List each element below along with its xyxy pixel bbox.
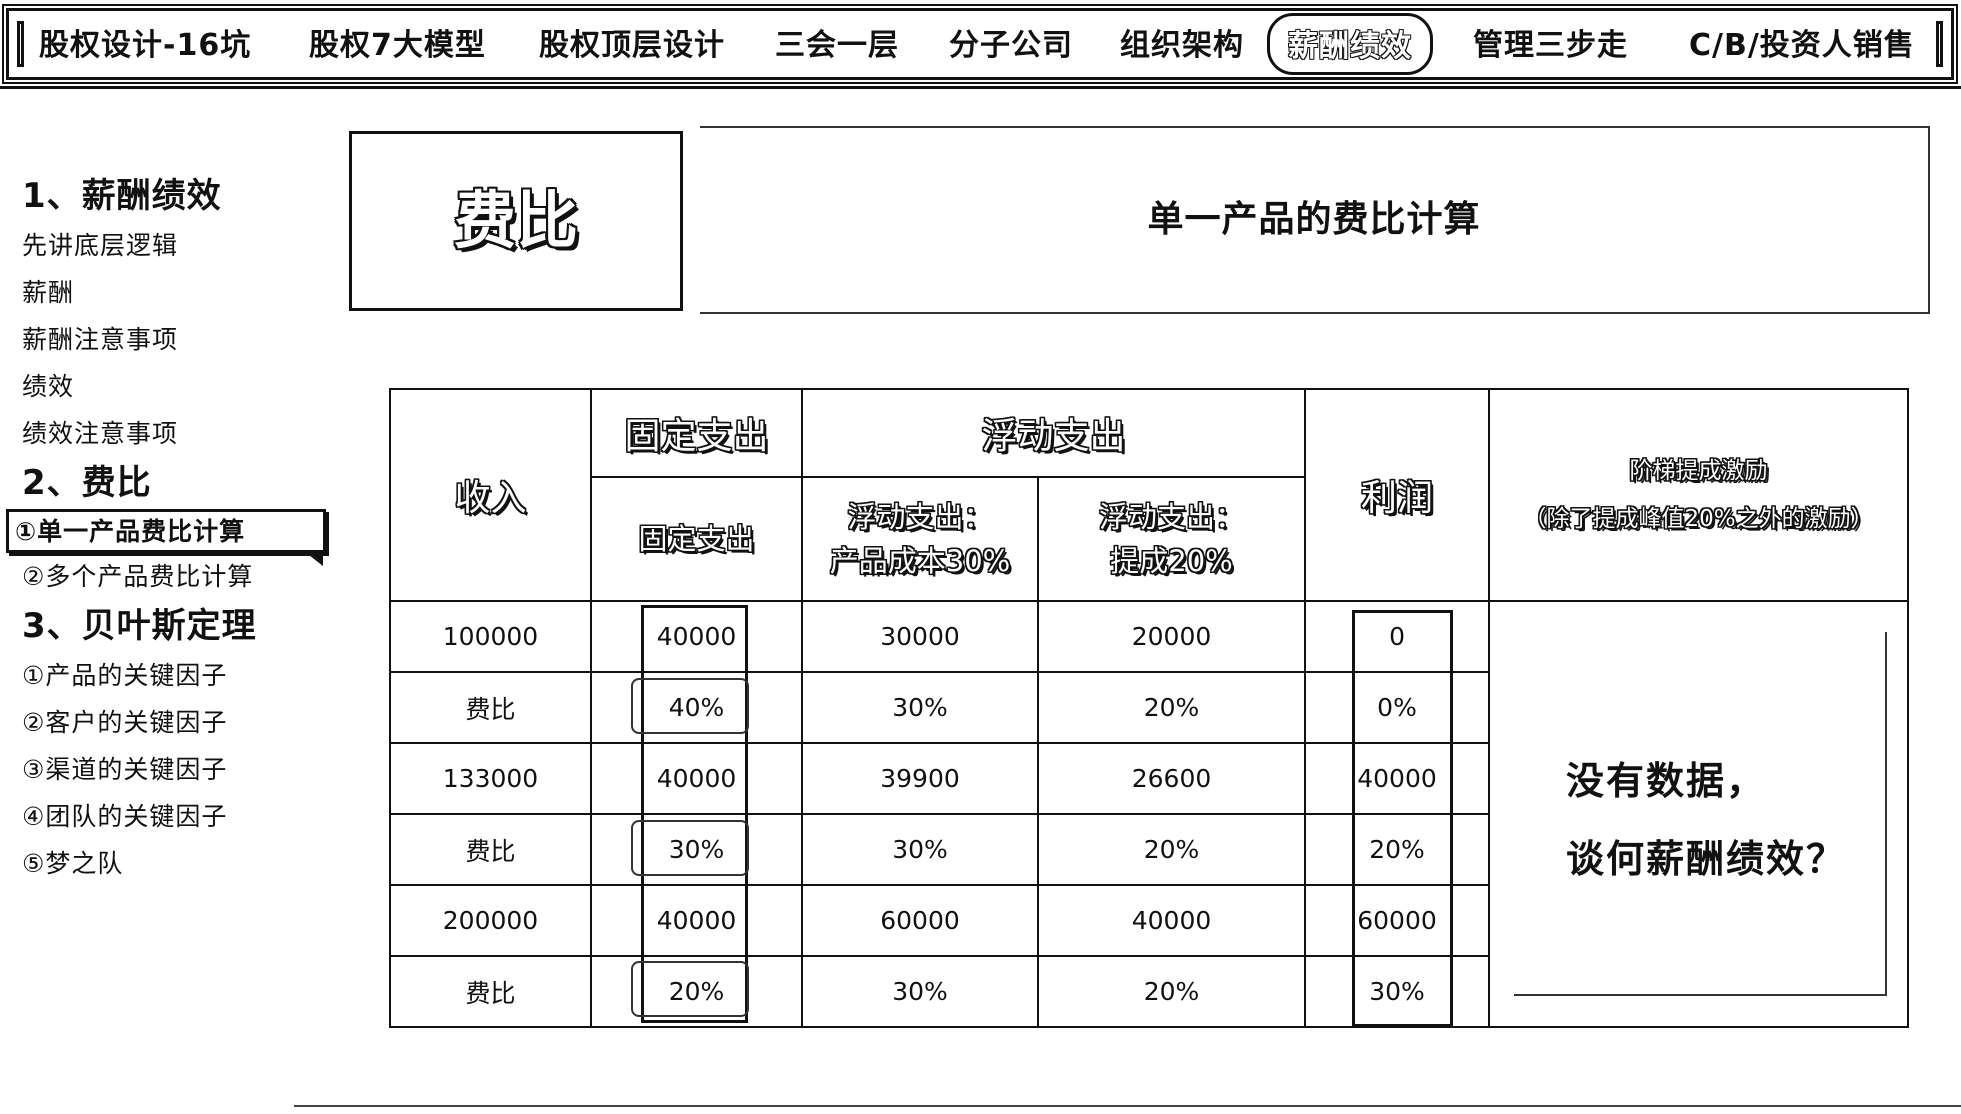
nav-tab-equity-design[interactable]: 股权设计-16坑 <box>39 28 252 63</box>
cell-fixed: 40000 <box>590 742 803 815</box>
sidebar-heading-compensation[interactable]: 1、薪酬绩效 <box>22 176 222 216</box>
cell-commission: 40000 <box>1036 884 1307 957</box>
sidebar-heading-expense-ratio[interactable]: 2、费比 <box>22 463 152 503</box>
header-incentive: 阶梯提成激励 （除了提成峰值20%之外的激励） <box>1488 388 1910 602</box>
nav-tab-sales[interactable]: C/B/投资人销售 <box>1689 28 1915 63</box>
sidebar-item-dream-team[interactable]: ⑤梦之队 <box>22 849 124 878</box>
cell-income: 费比 <box>389 813 592 886</box>
page-title: 费比 <box>349 131 683 311</box>
page-subtitle: 单一产品的费比计算 <box>700 126 1930 314</box>
sidebar-item-product-factor[interactable]: ①产品的关键因子 <box>22 661 228 690</box>
sidebar-item-multi-product-ratio[interactable]: ②多个产品费比计算 <box>22 562 254 591</box>
sidebar-item-team-factor[interactable]: ④团队的关键因子 <box>22 802 228 831</box>
note-cell: 没有数据， 谈何薪酬绩效？ <box>1488 600 1910 1028</box>
nav-tab-three-meetings[interactable]: 三会一层 <box>775 28 899 63</box>
cell-commission: 20000 <box>1036 600 1307 673</box>
table-row: 100000 40000 30000 20000 0 没有数据， 谈何薪酬绩效？ <box>389 600 1910 1028</box>
sidebar-item-salary-notes[interactable]: 薪酬注意事项 <box>22 325 179 354</box>
note-text: 没有数据， 谈何薪酬绩效？ <box>1566 742 1846 898</box>
header-float-group: 浮动支出 <box>800 388 1307 478</box>
cell-income: 费比 <box>389 671 592 744</box>
header-float-comm-line2: 提成20% <box>1110 544 1233 578</box>
nav-tab-equity-models[interactable]: 股权7大模型 <box>309 28 486 63</box>
cell-profit: 0 <box>1304 600 1491 673</box>
nav-tab-org-structure[interactable]: 组织架构 <box>1120 28 1244 63</box>
header-float-cost-line1: 浮动支出： <box>847 500 993 534</box>
header-incentive-line2: （除了提成峰值20%之外的激励） <box>1523 506 1874 532</box>
header-incentive-line1: 阶梯提成激励 <box>1629 458 1768 484</box>
cell-cost: 39900 <box>801 742 1039 815</box>
header-float-cost: 浮动支出： 产品成本30% <box>801 476 1039 602</box>
header-float-comm: 浮动支出： 提成20% <box>1036 476 1307 602</box>
nav-tab-equity-top-design[interactable]: 股权顶层设计 <box>539 28 725 63</box>
table-row-ratio: 费比 30% 30% 20% 20% <box>389 813 1908 886</box>
note-line-2: 谈何薪酬绩效？ <box>1566 837 1847 881</box>
header-fixed-sub: 固定支出 <box>590 476 803 602</box>
nav-tab-compensation-active[interactable]: 薪酬绩效 <box>1267 13 1433 75</box>
cell-cost: 30% <box>801 955 1039 1028</box>
cell-fixed: 40000 <box>590 600 803 673</box>
sidebar-item-performance-notes[interactable]: 绩效注意事项 <box>22 419 179 448</box>
cell-profit: 30% <box>1304 955 1491 1028</box>
sidebar: 1、薪酬绩效 先讲底层逻辑 薪酬 薪酬注意事项 绩效 绩效注意事项 2、费比 ①… <box>6 170 342 887</box>
cell-fixed: 40% <box>590 671 803 744</box>
cell-fixed: 20% <box>590 955 803 1028</box>
header-float-comm-line1: 浮动支出： <box>1099 500 1245 534</box>
cell-profit: 60000 <box>1304 884 1491 957</box>
sidebar-item-performance[interactable]: 绩效 <box>22 372 75 401</box>
cell-fixed: 40000 <box>590 884 803 957</box>
cell-commission: 26600 <box>1036 742 1307 815</box>
sidebar-item-customer-factor[interactable]: ②客户的关键因子 <box>22 708 228 737</box>
table-row: 133000 40000 39900 26600 40000 <box>389 742 1908 815</box>
header-float-cost-line2: 产品成本30% <box>829 544 1011 578</box>
header-fixed-group: 固定支出 <box>590 388 803 478</box>
cell-income: 100000 <box>389 600 592 673</box>
cell-commission: 20% <box>1036 671 1307 744</box>
sidebar-heading-bayes[interactable]: 3、贝叶斯定理 <box>22 606 257 646</box>
cell-cost: 30% <box>801 813 1039 886</box>
cell-cost: 30% <box>801 671 1039 744</box>
note-line-1: 没有数据， <box>1566 759 1767 803</box>
cell-commission: 20% <box>1036 955 1307 1028</box>
cell-profit: 0% <box>1304 671 1491 744</box>
nav-left-edge <box>17 21 24 67</box>
header-income: 收入 <box>389 388 592 602</box>
cell-cost: 60000 <box>801 884 1039 957</box>
header-profit: 利润 <box>1304 388 1491 602</box>
cell-income: 200000 <box>389 884 592 957</box>
sidebar-item-single-product-ratio[interactable]: ①单一产品费比计算 <box>6 509 326 566</box>
nav-tab-subsidiaries[interactable]: 分子公司 <box>949 28 1073 63</box>
sidebar-item-underlying-logic[interactable]: 先讲底层逻辑 <box>22 231 179 260</box>
sidebar-item-channel-factor[interactable]: ③渠道的关键因子 <box>22 755 228 784</box>
cell-cost: 30000 <box>801 600 1039 673</box>
cell-profit: 20% <box>1304 813 1491 886</box>
nav-tab-management-steps[interactable]: 管理三步走 <box>1473 28 1628 63</box>
bottom-divider <box>294 1105 1961 1107</box>
cell-profit: 40000 <box>1304 742 1491 815</box>
cell-commission: 20% <box>1036 813 1307 886</box>
table-row: 200000 40000 60000 40000 60000 <box>389 884 1908 957</box>
cell-income: 133000 <box>389 742 592 815</box>
table-row-ratio: 费比 40% 30% 20% 0% <box>389 671 1908 744</box>
cell-fixed: 30% <box>590 813 803 886</box>
expense-ratio-table: 收入 固定支出 浮动支出 利润 阶梯提成激励 （除了提成峰值20%之外的激励） … <box>389 388 1910 1028</box>
nav-right-edge <box>1936 21 1943 67</box>
note-frame <box>1514 632 1888 996</box>
top-nav: 股权设计-16坑 股权7大模型 股权顶层设计 三会一层 分子公司 组织架构 薪酬… <box>6 8 1954 80</box>
nav-divider <box>0 86 1961 89</box>
sidebar-item-salary[interactable]: 薪酬 <box>22 278 75 307</box>
cell-income: 费比 <box>389 955 592 1028</box>
